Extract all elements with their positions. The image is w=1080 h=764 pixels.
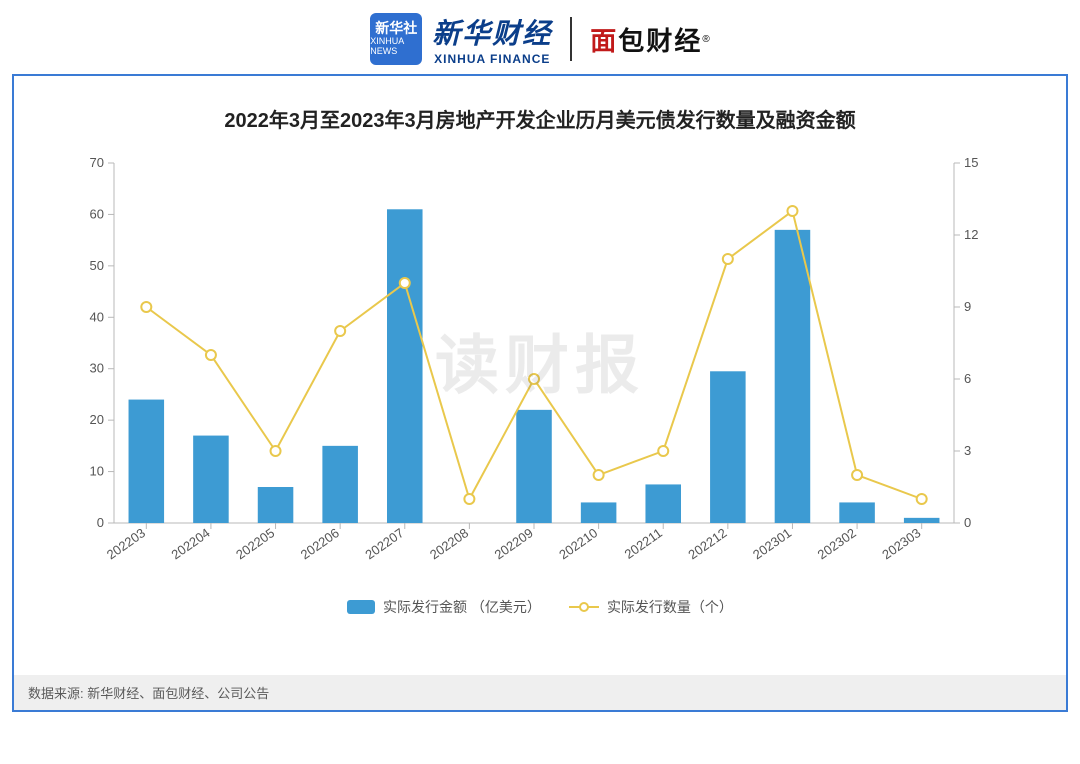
svg-text:202204: 202204	[168, 525, 212, 562]
svg-text:202206: 202206	[298, 525, 342, 562]
svg-text:202303: 202303	[879, 525, 923, 562]
svg-text:60: 60	[90, 206, 104, 221]
legend-swatch-line	[569, 600, 599, 614]
svg-text:3: 3	[964, 443, 971, 458]
svg-text:202212: 202212	[685, 525, 729, 562]
legend-swatch-bar	[347, 600, 375, 614]
logo-row: 新华社 XINHUA NEWS 新华财经 XINHUA FINANCE 面 包 …	[12, 12, 1068, 74]
xinhua-badge: 新华社 XINHUA NEWS	[370, 13, 422, 65]
svg-text:202209: 202209	[492, 525, 536, 562]
mianbao-logo: 面 包 财 经 ®	[590, 21, 709, 58]
svg-text:50: 50	[90, 258, 104, 273]
mianbao-char-3: 财	[646, 21, 672, 58]
legend-line-marker	[579, 602, 589, 612]
legend-item-line: 实际发行数量（个）	[569, 597, 733, 617]
svg-text:12: 12	[964, 227, 978, 242]
xinhua-badge-cn: 新华社	[375, 21, 417, 36]
chart-area: 读财报 010203040506070036912152022032022042…	[54, 153, 1026, 583]
svg-text:40: 40	[90, 309, 104, 324]
data-source-bar: 数据来源: 新华财经、面包财经、公司公告	[14, 675, 1066, 710]
legend-label-line: 实际发行数量（个）	[607, 597, 733, 617]
svg-text:9: 9	[964, 299, 971, 314]
svg-text:202207: 202207	[362, 525, 406, 562]
svg-text:10: 10	[90, 464, 104, 479]
mianbao-char-2: 包	[618, 21, 644, 58]
registered-mark: ®	[702, 34, 709, 45]
figure-container: 新华社 XINHUA NEWS 新华财经 XINHUA FINANCE 面 包 …	[12, 12, 1068, 712]
svg-text:202210: 202210	[556, 525, 600, 562]
logo-divider	[570, 17, 572, 61]
svg-text:20: 20	[90, 412, 104, 427]
svg-text:6: 6	[964, 371, 971, 386]
legend-label-bar: 实际发行金额 （亿美元）	[383, 597, 541, 617]
svg-text:202211: 202211	[622, 525, 665, 562]
xinhua-finance-cn: 新华财经	[432, 12, 552, 52]
xinhua-finance-logo: 新华财经 XINHUA FINANCE	[432, 12, 552, 66]
svg-text:202302: 202302	[815, 525, 859, 562]
svg-text:0: 0	[97, 515, 104, 530]
mianbao-char-1: 面	[590, 21, 616, 58]
svg-text:202203: 202203	[104, 525, 148, 562]
chart-title: 2022年3月至2023年3月房地产开发企业历月美元债发行数量及融资金额	[14, 76, 1066, 133]
svg-text:202301: 202301	[750, 525, 794, 562]
chart-frame: 2022年3月至2023年3月房地产开发企业历月美元债发行数量及融资金额 读财报…	[12, 74, 1068, 712]
xinhua-finance-en: XINHUA FINANCE	[434, 52, 550, 66]
svg-text:30: 30	[90, 361, 104, 376]
svg-text:202205: 202205	[233, 525, 277, 562]
svg-text:202208: 202208	[427, 525, 471, 562]
legend: 实际发行金额 （亿美元） 实际发行数量（个）	[14, 583, 1066, 627]
mianbao-char-4: 经	[674, 21, 700, 58]
xinhua-badge-en: XINHUA NEWS	[370, 37, 422, 57]
legend-item-bar: 实际发行金额 （亿美元）	[347, 597, 541, 617]
svg-text:0: 0	[964, 515, 971, 530]
combo-chart-svg: 0 10 20 30 40 50 60 70 0 3 6 9 12 15 202203 202204 20220…	[54, 153, 1014, 583]
svg-text:70: 70	[90, 155, 104, 170]
svg-text:15: 15	[964, 155, 978, 170]
